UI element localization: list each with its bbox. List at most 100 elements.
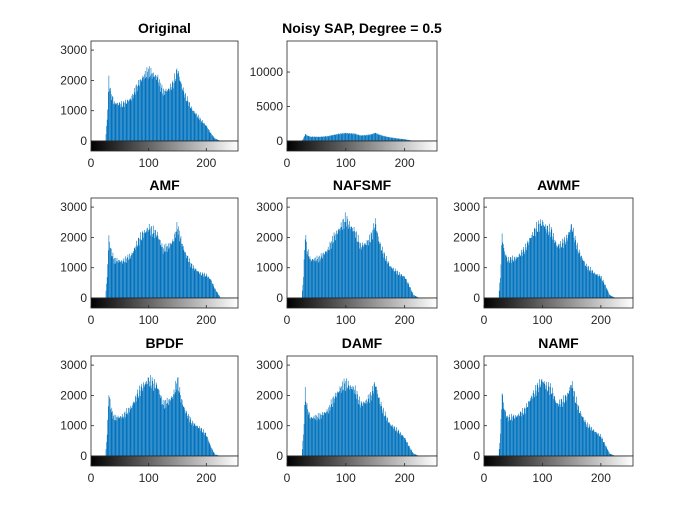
histogram-bar (182, 246, 184, 298)
histogram-bar (596, 274, 598, 298)
histogram-bar (416, 296, 418, 298)
histogram-bar (219, 296, 220, 298)
histogram-bar (128, 407, 130, 456)
histogram-bar (346, 133, 348, 141)
histogram-bar (186, 101, 188, 141)
histogram-bar (407, 445, 409, 456)
histogram-bar (604, 444, 606, 456)
histogram-bar (306, 135, 307, 141)
histogram-bar (173, 241, 175, 298)
y-tick-label: 3000 (60, 200, 87, 214)
histogram-bar (303, 138, 304, 141)
histogram-bar (132, 405, 133, 456)
histogram-bar (601, 439, 602, 456)
histogram-bar (387, 263, 388, 298)
histogram-bar (523, 247, 525, 298)
histogram-bar (409, 447, 411, 456)
histogram-bar (369, 393, 371, 456)
histogram-bar (307, 414, 309, 456)
histogram-bar (356, 398, 357, 456)
histogram-bar (509, 414, 511, 456)
histogram-bar (406, 139, 408, 141)
histogram-bar (150, 67, 152, 141)
y-tick-label: 1000 (453, 261, 480, 275)
histogram-bar (364, 403, 366, 456)
histogram-bar (542, 381, 543, 456)
histogram-bar (309, 412, 310, 456)
histogram-bar (152, 73, 153, 141)
histogram-bar (559, 404, 561, 456)
histogram-bar (402, 139, 404, 141)
histogram-bar (314, 136, 316, 141)
histogram-bar (330, 135, 331, 141)
histogram-bar (510, 257, 512, 298)
histogram-bar (189, 258, 190, 298)
histogram-bar (399, 274, 401, 298)
histogram-bar (398, 138, 400, 141)
histogram-bar (336, 234, 338, 298)
histogram-bar (324, 136, 326, 141)
histogram-bar (114, 103, 116, 141)
histogram-bar (216, 291, 217, 298)
histogram-bar (547, 225, 548, 298)
histogram-bar (178, 76, 180, 141)
histogram-bar (556, 245, 557, 298)
y-tick-label: 0 (80, 449, 87, 463)
histogram-bar (192, 269, 193, 298)
histogram-bar (116, 261, 117, 298)
histogram-bar (574, 391, 575, 456)
histogram-bar (151, 388, 152, 456)
histogram-bar (219, 297, 221, 298)
histogram-bar (502, 242, 504, 298)
histogram-bar (305, 401, 307, 456)
histogram-bar (180, 236, 182, 298)
histogram-bar (359, 242, 361, 298)
histogram-bar (597, 434, 598, 456)
histogram-bar (337, 134, 338, 141)
histogram-bar (140, 396, 141, 456)
histogram-bar (125, 99, 126, 141)
histogram-bar (579, 252, 581, 298)
histogram-series (302, 212, 420, 298)
histogram-bar (107, 419, 109, 456)
histogram-bar (558, 245, 560, 298)
histogram-bar (179, 80, 181, 141)
histogram-bar (185, 100, 187, 141)
histogram-bar (170, 83, 171, 141)
histogram-bar (583, 261, 584, 298)
histogram-bar (114, 420, 115, 456)
histogram-bar (381, 249, 383, 298)
histogram-bar (327, 411, 328, 456)
histogram-bar (514, 418, 516, 456)
histogram-bar (310, 417, 312, 456)
histogram-bar (576, 396, 577, 456)
histogram-bar (165, 91, 166, 141)
histogram-bar (394, 137, 395, 141)
histogram-bar (340, 392, 342, 456)
histogram-bar (353, 231, 354, 298)
histogram-bar (380, 135, 382, 141)
histogram-bar (216, 454, 217, 456)
histogram-bar (304, 387, 306, 456)
histogram-bar (118, 102, 120, 141)
histogram-bar (403, 139, 405, 141)
histogram-bar (554, 400, 556, 456)
histogram-series (498, 378, 616, 456)
histogram-bar (377, 236, 379, 298)
histogram-bar (341, 134, 343, 141)
histogram-bar (612, 454, 613, 456)
histogram-bar (540, 387, 541, 456)
histogram-bar (306, 403, 308, 456)
histogram-bar (592, 429, 594, 456)
histogram-bar (566, 234, 567, 298)
histogram-bar (173, 88, 174, 141)
histogram-bar (182, 87, 184, 141)
histogram-bar (215, 289, 216, 298)
chart-title: DAMF (342, 335, 383, 351)
histogram-bar (114, 258, 115, 298)
histogram-bar (587, 266, 589, 298)
grayscale-colorbar (90, 140, 239, 152)
histogram-bar (350, 385, 351, 456)
histogram-bar (161, 404, 163, 456)
histogram-bar (414, 454, 416, 456)
